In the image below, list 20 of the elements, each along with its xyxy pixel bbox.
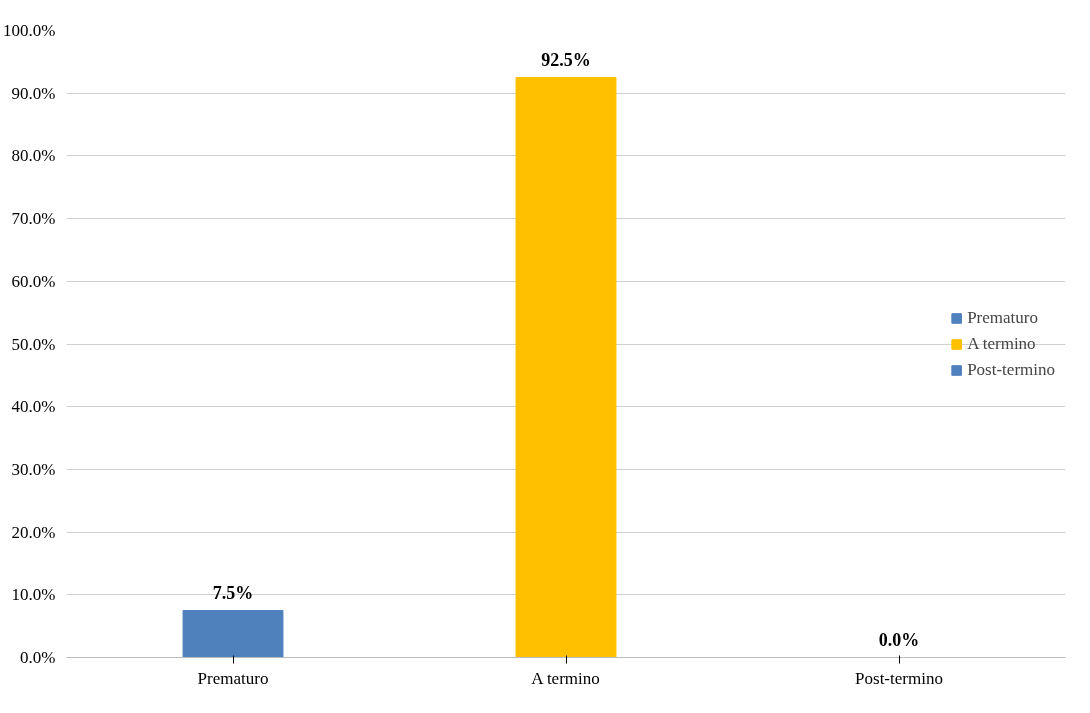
legend-label: A termino	[967, 333, 1036, 354]
y-tick-label: 40.0%	[11, 397, 56, 417]
y-tick-label: 60.0%	[11, 271, 56, 291]
y-tick-label: 10.0%	[11, 585, 56, 605]
data-label: 0.0%	[878, 629, 920, 650]
y-tick-label: 100.0%	[3, 21, 56, 40]
legend-label: Prematuro	[967, 307, 1038, 328]
data-label: 7.5%	[212, 582, 254, 603]
y-tick-label: 30.0%	[11, 459, 56, 479]
y-tick-label: 0.0%	[20, 648, 56, 667]
y-tick-label: 90.0%	[11, 83, 56, 103]
y-tick-label: 80.0%	[11, 146, 56, 166]
x-tick-label: Post-termino	[855, 668, 943, 688]
y-tick-label: 50.0%	[11, 334, 56, 354]
y-tick-label: 20.0%	[11, 522, 56, 542]
x-tick-label: A termino	[531, 668, 600, 688]
y-tick-label: 70.0%	[11, 209, 56, 229]
data-label: 92.5%	[541, 50, 591, 70]
x-tick-label: Prematuro	[197, 668, 269, 688]
legend-label: Post-termino	[967, 359, 1055, 380]
